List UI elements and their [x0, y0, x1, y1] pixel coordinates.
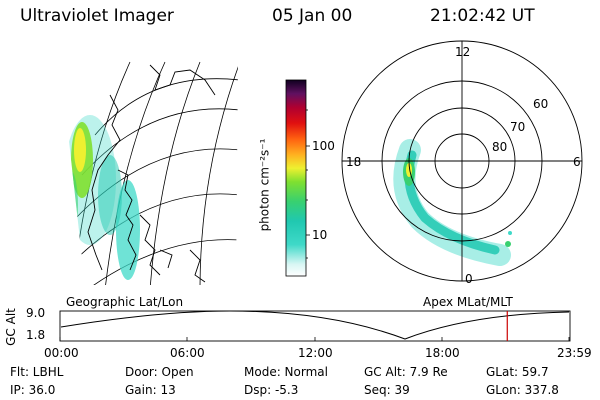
mlt-label-6: 6: [573, 155, 581, 169]
altitude-timeline: [59, 310, 571, 342]
time-label: 21:02:42 UT: [430, 6, 535, 26]
polar-plot: [341, 40, 583, 282]
timeline-xtick-1800: 18:00: [425, 346, 460, 360]
timeline-ytick-bottom: 1.8: [26, 328, 46, 342]
status-door: Door: Open: [125, 365, 194, 379]
lat-label-80: 80: [492, 140, 508, 154]
aurora-emission: [62, 115, 140, 280]
colorbar-tick-10: 10: [312, 228, 328, 242]
timeline-xtick-1200: 12:00: [298, 346, 333, 360]
geographic-map: [62, 61, 238, 285]
coastlines: [87, 64, 216, 283]
mlt-label-0: 0: [465, 272, 473, 286]
status-dsp: Dsp: -5.3: [244, 383, 299, 397]
status-seq: Seq: 39: [364, 383, 410, 397]
date-label: 05 Jan 00: [272, 6, 353, 26]
status-glat: GLat: 59.7: [486, 365, 549, 379]
mlt-label-12: 12: [455, 45, 471, 59]
lat-label-70: 70: [510, 120, 526, 134]
timeline-xtick-0000: 00:00: [44, 346, 79, 360]
colorbar-unit-label: photon cm⁻²s⁻¹: [257, 138, 272, 232]
colorbar-tick-100: 100: [312, 139, 335, 153]
status-ip: IP: 36.0: [10, 383, 56, 397]
timeline-xtick-2359: 23:59: [557, 346, 592, 360]
timeline-ylabel: GC Alt: [3, 308, 18, 346]
timeline-xtick-0600: 06:00: [170, 346, 205, 360]
polar-aurora: [393, 139, 512, 266]
lat-label-60: 60: [533, 97, 549, 111]
status-mode: Mode: Normal: [244, 365, 328, 379]
status-flt: Flt: LBHL: [10, 365, 64, 379]
colorbar: [285, 79, 310, 277]
mlt-label-18: 18: [346, 155, 362, 169]
timeline-ytick-top: 9.0: [26, 306, 46, 320]
map-title-apex: Apex MLat/MLT: [423, 295, 513, 309]
status-gain: Gain: 13: [125, 383, 176, 397]
instrument-title: Ultraviolet Imager: [20, 6, 174, 26]
map-title-geographic: Geographic Lat/Lon: [66, 295, 184, 309]
status-glon: GLon: 337.8: [486, 383, 559, 397]
status-gc-alt: GC Alt: 7.9 Re: [364, 365, 448, 379]
